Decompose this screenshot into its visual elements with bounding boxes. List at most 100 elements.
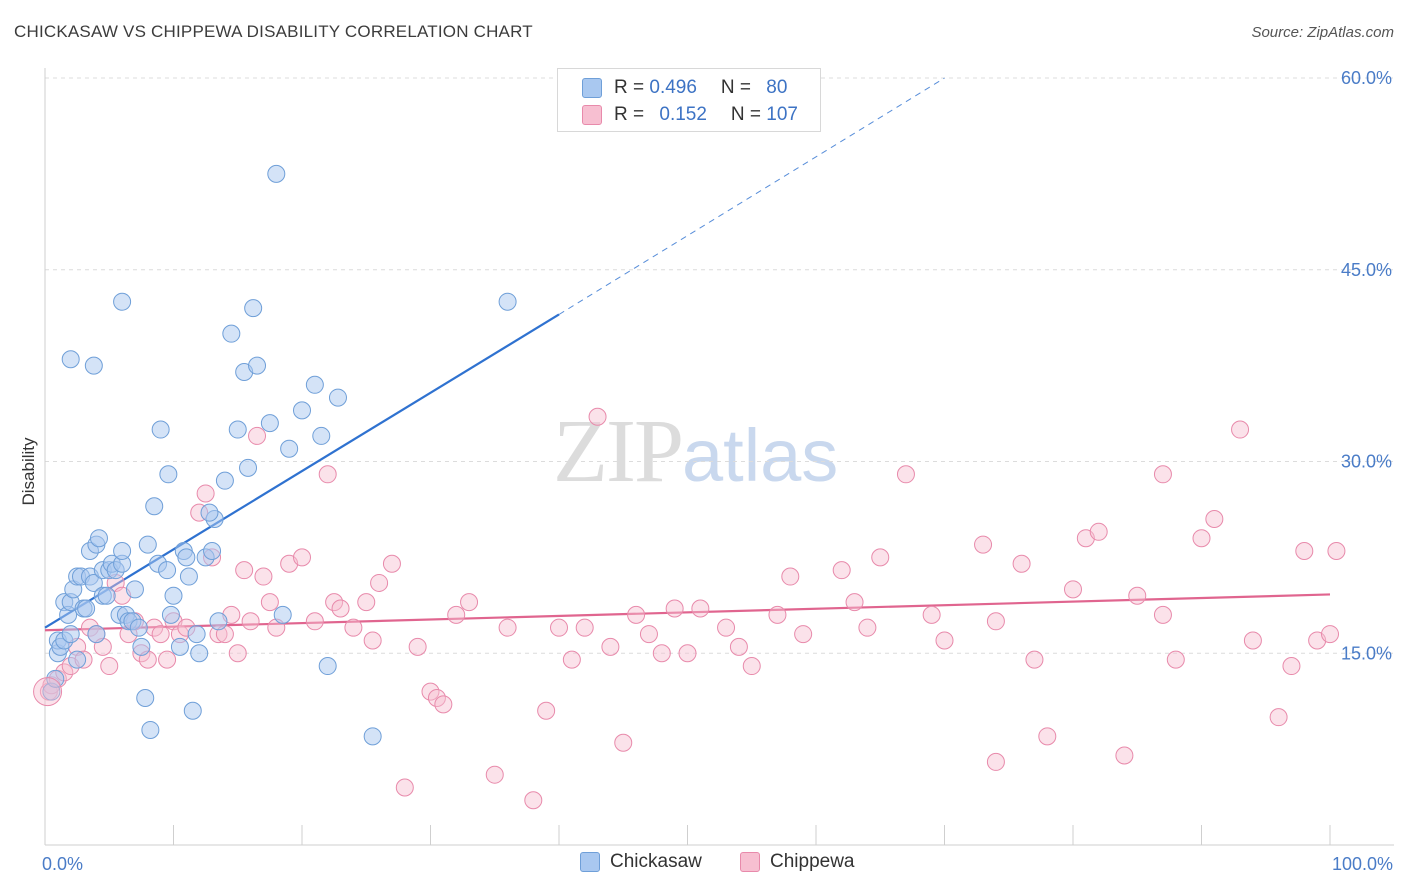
chippewa-point bbox=[768, 605, 787, 624]
chippewa-point bbox=[318, 465, 337, 484]
chippewa-point bbox=[1064, 580, 1082, 599]
chickasaw-point bbox=[363, 727, 382, 746]
y-axis-title: Disability bbox=[19, 437, 38, 506]
chickasaw-point bbox=[260, 414, 279, 433]
chippewa-point bbox=[627, 605, 646, 624]
chickasaw-point bbox=[305, 375, 324, 394]
chippewa-point bbox=[196, 484, 215, 503]
chippewa-point bbox=[1012, 554, 1031, 573]
legend-label-chickasaw: Chickasaw bbox=[610, 851, 702, 872]
y-tick-label: 30.0% bbox=[1341, 452, 1392, 472]
chippewa-point bbox=[395, 778, 414, 797]
legend-row-chippewa: R = 0.152 N = 107 bbox=[582, 102, 798, 128]
chippewa-point bbox=[652, 644, 671, 663]
chickasaw-point bbox=[328, 388, 347, 407]
chippewa-point bbox=[357, 593, 376, 612]
chippewa-point bbox=[794, 625, 813, 644]
chickasaw-point bbox=[170, 637, 189, 656]
series-legend: Chickasaw Chippewa bbox=[0, 851, 1406, 877]
chippewa-point bbox=[248, 426, 267, 445]
chippewa-point bbox=[363, 631, 382, 650]
chickasaw-point bbox=[293, 401, 311, 420]
chickasaw-point bbox=[61, 625, 80, 644]
chickasaw-point bbox=[158, 561, 177, 580]
legend-item-chickasaw: Chickasaw bbox=[580, 851, 702, 873]
chippewa-point bbox=[421, 682, 440, 701]
chickasaw-point bbox=[187, 625, 206, 644]
chippewa-point bbox=[254, 567, 273, 586]
watermark-zip: ZIP bbox=[553, 402, 684, 501]
stats-legend: R = 0.496 N = 80 R = 0.152 N = 107 bbox=[557, 68, 821, 132]
chickasaw-point bbox=[318, 657, 337, 676]
chippewa-point bbox=[344, 618, 363, 637]
legend-r-label: R = bbox=[614, 104, 650, 125]
axes bbox=[44, 68, 1394, 846]
chickasaw-point bbox=[190, 644, 209, 663]
legend-n-value: 80 bbox=[766, 77, 788, 98]
legend-n-value: 107 bbox=[766, 104, 798, 125]
chippewa-point bbox=[986, 612, 1005, 631]
chickasaw-point bbox=[84, 573, 103, 592]
chippewa-point bbox=[434, 695, 453, 714]
chippewa-swatch bbox=[582, 105, 602, 125]
chippewa-point bbox=[742, 657, 761, 676]
chippewa-point bbox=[665, 599, 684, 618]
chippewa-point bbox=[325, 593, 344, 612]
chart-title: CHICKASAW VS CHIPPEWA DISABILITY CORRELA… bbox=[14, 22, 533, 41]
chippewa-point bbox=[1243, 631, 1262, 650]
chippewa-point bbox=[614, 733, 633, 752]
chickasaw-trend-line bbox=[44, 313, 560, 629]
chickasaw-point bbox=[141, 720, 160, 739]
chippewa-point bbox=[562, 650, 581, 669]
chippewa-point bbox=[427, 688, 446, 707]
trend-lines bbox=[44, 77, 1331, 632]
y-tick-label: 45.0% bbox=[1341, 260, 1392, 280]
chickasaw-point bbox=[164, 586, 183, 605]
chickasaw-point bbox=[200, 503, 219, 522]
chickasaw-point bbox=[228, 420, 247, 439]
legend-n-label: N = bbox=[730, 104, 767, 125]
chippewa-point bbox=[729, 637, 748, 656]
chickasaw-point bbox=[312, 426, 331, 445]
chippewa-point bbox=[1115, 746, 1134, 765]
legend-r-label: R = bbox=[614, 77, 650, 98]
chippewa-point bbox=[305, 612, 324, 631]
chickasaw-point bbox=[61, 350, 80, 369]
chippewa-point bbox=[1166, 650, 1185, 669]
chickasaw-point bbox=[113, 541, 132, 560]
chippewa-point bbox=[447, 605, 466, 624]
chickasaw-point bbox=[161, 605, 180, 624]
tick-labels: 15.0% 30.0% 45.0% 60.0% 0.0% 100.0% Disability bbox=[19, 68, 1393, 874]
chippewa-point bbox=[1025, 650, 1044, 669]
chippewa-point bbox=[33, 677, 63, 707]
chickasaw-point bbox=[203, 541, 222, 560]
chippewa-point bbox=[1269, 708, 1288, 727]
chickasaw-point bbox=[89, 529, 108, 548]
chickasaw-point bbox=[273, 605, 292, 624]
chippewa-trend-line bbox=[44, 593, 1331, 632]
chippewa-point bbox=[1192, 529, 1211, 548]
chippewa-point bbox=[1321, 625, 1339, 644]
chickasaw-swatch bbox=[580, 852, 600, 872]
chippewa-point bbox=[151, 625, 170, 644]
chippewa-point bbox=[260, 593, 279, 612]
chickasaw-point bbox=[498, 292, 517, 311]
chippewa-point bbox=[588, 407, 607, 426]
chickasaw-point bbox=[209, 612, 228, 631]
chickasaw-point bbox=[77, 599, 96, 618]
chippewa-point bbox=[639, 625, 658, 644]
chickasaw-point bbox=[222, 324, 241, 343]
chippewa-point bbox=[485, 765, 504, 784]
chickasaw-trend-extension bbox=[558, 77, 945, 315]
x-tick-label: 100.0% bbox=[1332, 854, 1393, 874]
legend-row-chickasaw: R = 0.496 N = 80 bbox=[582, 75, 787, 101]
chippewa-point bbox=[241, 612, 260, 631]
chippewa-point bbox=[1089, 522, 1108, 541]
chippewa-point bbox=[293, 548, 311, 567]
watermark: ZIPatlas bbox=[553, 400, 838, 503]
chickasaw-point bbox=[159, 465, 178, 484]
chickasaw-point bbox=[87, 625, 106, 644]
chippewa-point bbox=[331, 599, 350, 618]
legend-label-chippewa: Chippewa bbox=[770, 851, 855, 872]
